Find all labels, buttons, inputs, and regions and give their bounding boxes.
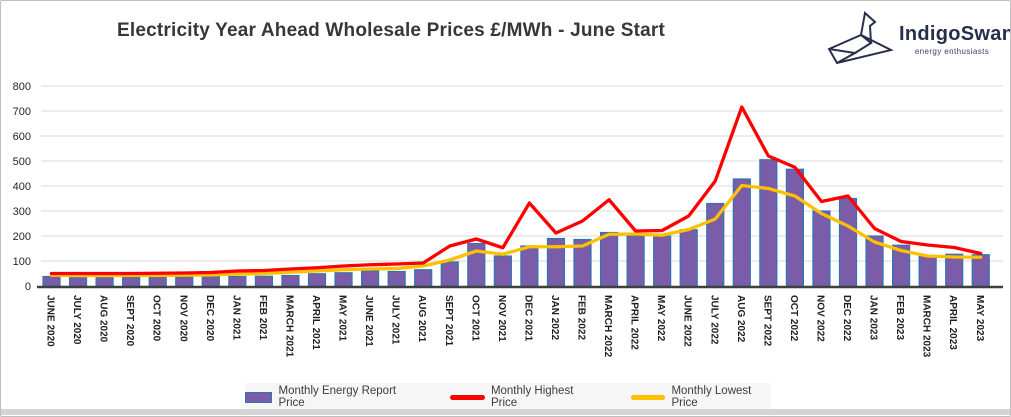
bar-swatch-icon <box>245 391 273 403</box>
x-tick-label: AUG 2020 <box>98 295 109 343</box>
x-tick-label: JAN 2023 <box>868 295 879 340</box>
x-tick-label: OCT 2022 <box>788 295 799 342</box>
x-tick-label: SEPT 2022 <box>761 295 772 347</box>
bar <box>626 235 645 287</box>
x-tick-label: APRIL 2022 <box>629 295 640 350</box>
y-tick-label: 200 <box>13 231 31 243</box>
x-tick-label: MARCH 2023 <box>921 295 932 358</box>
x-tick-label: JULY 2020 <box>71 295 82 345</box>
legend-item-highest-price: Monthly Highest Price <box>450 385 593 409</box>
bar <box>653 235 672 287</box>
bar <box>440 261 459 287</box>
bar <box>201 275 220 287</box>
x-tick-label: MARCH 2021 <box>283 295 294 358</box>
x-tick-label: NOV 2020 <box>177 295 188 342</box>
x-tick-label: MAY 2021 <box>337 295 348 342</box>
bar <box>334 272 353 287</box>
x-tick-label: NOV 2021 <box>496 295 507 342</box>
indigoswan-logo: IndigoSwan energy enthusiasts <box>819 5 1011 71</box>
x-tick-label: MARCH 2022 <box>602 295 613 358</box>
bar <box>254 275 273 287</box>
x-tick-label: DEC 2021 <box>522 295 533 342</box>
bar <box>520 245 539 287</box>
legend-label-highest-price: Monthly Highest Price <box>490 385 574 409</box>
y-tick-label: 700 <box>13 106 31 118</box>
legend-item-report-price: Monthly Energy Report Price <box>245 385 412 409</box>
y-tick-label: 800 <box>13 81 31 93</box>
bar <box>812 210 831 287</box>
x-tick-label: JUNE 2022 <box>682 295 693 347</box>
y-tick-label: 0 <box>25 281 31 293</box>
x-tick-label: DEC 2022 <box>841 295 852 342</box>
x-tick-label: JAN 2021 <box>230 295 241 340</box>
x-tick-label: FEB 2021 <box>257 295 268 340</box>
x-tick-label: JAN 2022 <box>549 295 560 340</box>
bar <box>68 277 88 287</box>
x-tick-label: JUNE 2020 <box>45 295 56 347</box>
x-tick-label: JULY 2022 <box>708 295 719 345</box>
bar <box>307 273 327 287</box>
x-tick-label: MAY 2022 <box>655 295 666 342</box>
legend-label-lowest-price: Monthly Lowest Price <box>671 385 752 409</box>
x-tick-label: DEC 2020 <box>204 295 215 342</box>
bar <box>759 159 778 287</box>
bar <box>95 277 114 287</box>
bar <box>493 255 512 287</box>
bottom-divider-bar <box>1 409 1010 415</box>
x-tick-label: FEB 2023 <box>894 295 905 340</box>
bar <box>918 254 937 287</box>
x-tick-label: SEPT 2020 <box>124 295 135 347</box>
x-tick-label: FEB 2022 <box>576 295 587 340</box>
x-tick-label: JUNE 2021 <box>363 295 374 347</box>
origami-swan-icon <box>827 11 894 65</box>
logo-name: IndigoSwan <box>899 23 1011 45</box>
bar <box>42 275 61 287</box>
highest-line-swatch-icon <box>450 394 485 400</box>
bar <box>679 229 698 287</box>
lowest-price-line <box>49 183 983 278</box>
x-tick-label: OCT 2021 <box>469 295 480 342</box>
bar <box>361 270 380 287</box>
bar <box>228 275 247 287</box>
x-tick-label: OCT 2020 <box>151 295 162 342</box>
chart-legend: Monthly Energy Report Price Monthly High… <box>245 383 771 411</box>
bar <box>281 274 300 287</box>
x-tick-label: MAY 2023 <box>974 295 985 342</box>
x-tick-label: AUG 2022 <box>735 295 746 343</box>
bar <box>414 269 433 287</box>
bar <box>122 276 141 287</box>
bar <box>387 270 406 287</box>
x-tick-label: APRIL 2023 <box>947 295 958 350</box>
x-tick-label: AUG 2021 <box>416 295 427 343</box>
bar <box>175 276 194 287</box>
bar <box>838 197 858 287</box>
legend-item-lowest-price: Monthly Lowest Price <box>630 385 771 409</box>
highest-price-line <box>49 105 983 276</box>
y-tick-label: 500 <box>13 156 31 168</box>
bar <box>706 202 725 287</box>
x-tick-label: NOV 2022 <box>814 295 825 342</box>
y-tick-label: 100 <box>13 256 31 268</box>
chart-title: Electricity Year Ahead Wholesale Prices … <box>116 20 666 41</box>
lowest-line-swatch-icon <box>630 394 666 400</box>
logo-tagline: energy enthusiasts <box>914 47 990 56</box>
y-tick-label: 300 <box>13 206 31 218</box>
bar <box>148 276 167 287</box>
bar <box>599 231 619 287</box>
x-tick-label: JULY 2021 <box>390 295 401 345</box>
x-tick-label: APRIL 2021 <box>310 295 321 350</box>
bar <box>785 168 805 287</box>
x-tick-label: SEPT 2021 <box>443 295 454 347</box>
bar <box>971 254 990 287</box>
y-tick-label: 600 <box>13 131 31 143</box>
bar <box>945 253 964 287</box>
y-tick-label: 400 <box>13 181 31 193</box>
legend-label-report-price: Monthly Energy Report Price <box>278 385 397 409</box>
